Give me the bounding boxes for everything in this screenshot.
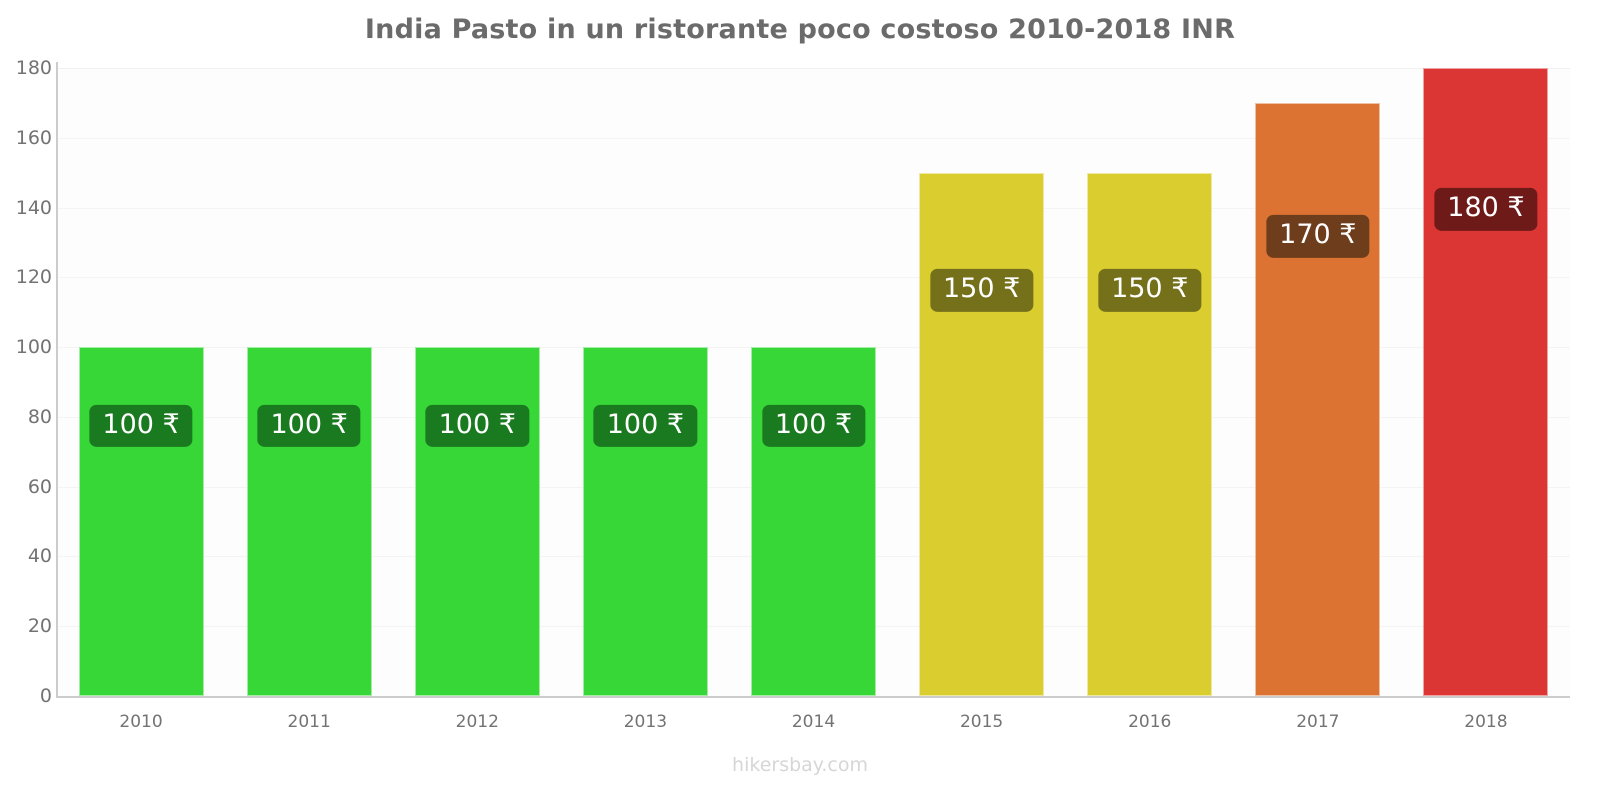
x-axis-tick-label: 2016 (1128, 712, 1172, 732)
bar-value-label: 150 ₹ (929, 269, 1034, 312)
x-axis-line (57, 696, 1570, 698)
y-axis-tick-label: 80 (27, 405, 52, 428)
plot-area (57, 68, 1570, 696)
bar-value-label: 100 ₹ (593, 404, 698, 447)
y-axis-tick-label: 60 (27, 475, 52, 498)
bar[interactable] (919, 172, 1045, 696)
y-axis-tick-label: 160 (15, 126, 52, 149)
x-axis-tick-label: 2014 (791, 712, 836, 732)
gridline (57, 68, 1570, 69)
bar[interactable] (1087, 172, 1213, 696)
x-axis-tick-label: 2017 (1296, 712, 1340, 732)
bar-value-label: 150 ₹ (1098, 269, 1202, 312)
gridline (57, 277, 1570, 279)
y-axis-tick-label: 20 (27, 615, 52, 638)
gridline (57, 207, 1570, 209)
bar[interactable] (1423, 68, 1549, 696)
y-axis-tick-label: 140 (15, 196, 52, 219)
bar-value-label: 100 ₹ (425, 404, 529, 447)
bar[interactable] (246, 347, 372, 696)
x-axis-tick-label: 2010 (119, 712, 163, 732)
bar[interactable] (1255, 102, 1381, 696)
bar[interactable] (78, 347, 204, 696)
y-axis-tick-label: 100 (15, 336, 52, 359)
y-axis-tick-label: 180 (15, 57, 52, 79)
x-axis-tick-label: 2018 (1464, 712, 1508, 732)
bar-value-label: 170 ₹ (1266, 215, 1370, 258)
bar-value-label: 180 ₹ (1434, 188, 1538, 231)
bar-value-label: 100 ₹ (761, 404, 866, 447)
y-axis-tick-label: 0 (39, 685, 52, 707)
y-axis-tick-label: 120 (15, 266, 52, 289)
x-axis-tick-label: 2015 (959, 712, 1004, 732)
bar[interactable] (582, 347, 708, 696)
x-axis-tick-label: 2011 (287, 712, 331, 732)
y-axis-tick-labels: 0 20 40 60 80 100 120 140 160 180 (0, 0, 52, 800)
x-axis-tick-label: 2013 (623, 712, 668, 732)
y-axis-line (56, 62, 58, 698)
bar[interactable] (751, 347, 876, 696)
bar-value-label: 100 ₹ (89, 404, 193, 447)
bar-value-label: 100 ₹ (257, 404, 361, 447)
bar[interactable] (414, 347, 540, 696)
chart-title: India Pasto in un ristorante poco costos… (364, 14, 1236, 45)
gridline (57, 137, 1570, 139)
y-axis-tick-label: 40 (27, 545, 52, 568)
footer-credit: hikersbay.com (732, 754, 868, 776)
x-axis-tick-label: 2012 (455, 712, 499, 732)
